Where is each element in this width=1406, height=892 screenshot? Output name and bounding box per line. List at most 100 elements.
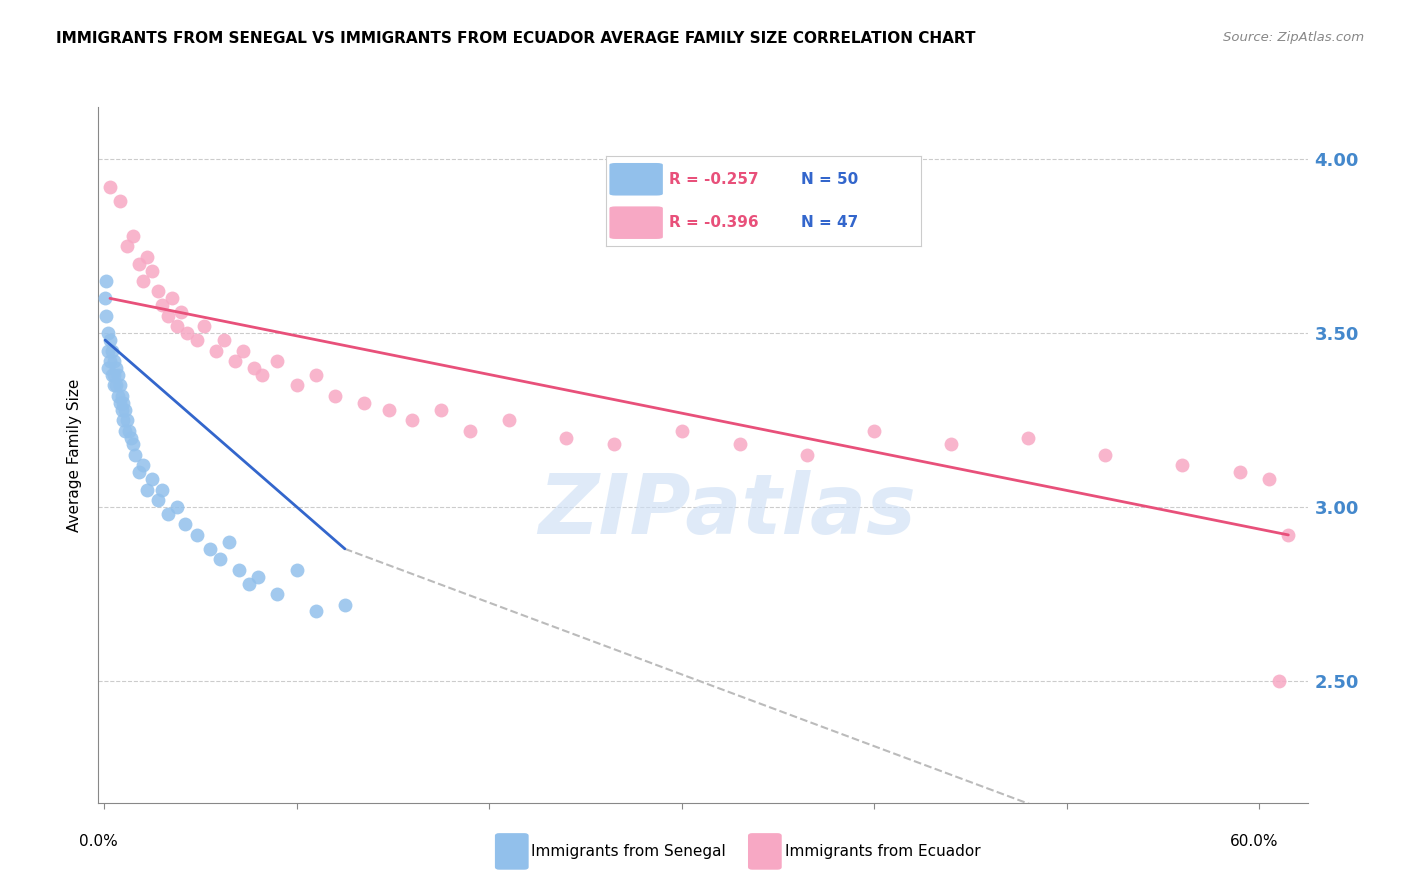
Point [555, 430, 578, 444]
Point [1171, 458, 1194, 473]
Point [430, 402, 453, 417]
Point [114, 402, 136, 417]
Point [107, 389, 129, 403]
Point [224, 354, 246, 368]
Text: Immigrants from Senegal: Immigrants from Senegal [531, 844, 727, 859]
Point [103, 368, 125, 382]
Point [401, 413, 423, 427]
Point [108, 194, 131, 208]
Point [110, 389, 132, 403]
Point [104, 361, 127, 376]
Point [97, 343, 120, 358]
Point [112, 413, 135, 427]
Point [131, 274, 153, 288]
Point [141, 263, 163, 277]
Text: N = 50: N = 50 [801, 172, 859, 186]
Point [728, 437, 751, 451]
FancyBboxPatch shape [609, 163, 662, 195]
Point [250, 368, 273, 382]
Text: 60.0%: 60.0% [1229, 834, 1278, 849]
Point [98, 180, 121, 194]
Point [150, 483, 173, 497]
Point [166, 500, 188, 514]
Point [120, 430, 142, 444]
Point [208, 552, 231, 566]
Point [128, 257, 150, 271]
Point [232, 343, 254, 358]
Point [128, 465, 150, 479]
Point [135, 483, 157, 497]
Text: R = -0.396: R = -0.396 [669, 215, 759, 230]
Point [146, 285, 169, 299]
Point [176, 326, 198, 341]
Point [110, 402, 132, 417]
Point [131, 458, 153, 473]
Point [101, 343, 124, 358]
Point [94, 274, 117, 288]
Point [124, 448, 146, 462]
Point [141, 472, 163, 486]
Point [97, 326, 120, 341]
Point [103, 378, 125, 392]
Point [305, 368, 328, 382]
Point [671, 424, 693, 438]
Text: ZIPatlas: ZIPatlas [538, 470, 917, 551]
Point [122, 437, 145, 451]
Point [285, 378, 308, 392]
Point [863, 424, 886, 438]
Point [198, 541, 221, 556]
Point [156, 507, 179, 521]
Y-axis label: Average Family Size: Average Family Size [67, 378, 83, 532]
Point [333, 598, 356, 612]
Point [174, 517, 197, 532]
Point [193, 319, 215, 334]
Point [205, 343, 228, 358]
Point [228, 563, 250, 577]
Point [285, 563, 308, 577]
Point [603, 437, 626, 451]
Point [94, 309, 117, 323]
Point [156, 309, 179, 323]
Point [323, 389, 346, 403]
Text: 0.0%: 0.0% [79, 834, 118, 849]
Point [170, 305, 193, 319]
Point [97, 361, 120, 376]
Point [266, 354, 288, 368]
Point [378, 402, 401, 417]
Point [98, 333, 121, 347]
Point [118, 424, 141, 438]
Point [238, 576, 260, 591]
Point [218, 534, 240, 549]
Point [150, 298, 173, 312]
Point [135, 250, 157, 264]
Point [498, 413, 520, 427]
Point [266, 587, 288, 601]
Text: IMMIGRANTS FROM SENEGAL VS IMMIGRANTS FROM ECUADOR AVERAGE FAMILY SIZE CORRELATI: IMMIGRANTS FROM SENEGAL VS IMMIGRANTS FR… [56, 31, 976, 46]
Point [1229, 465, 1251, 479]
Point [98, 354, 121, 368]
Point [166, 319, 188, 334]
FancyBboxPatch shape [609, 206, 662, 239]
Point [117, 413, 139, 427]
Point [1094, 448, 1116, 462]
Point [94, 291, 117, 305]
Point [146, 493, 169, 508]
Point [108, 396, 131, 410]
Point [212, 333, 235, 347]
Point [122, 228, 145, 243]
Point [108, 378, 131, 392]
Point [114, 424, 136, 438]
Text: Source: ZipAtlas.com: Source: ZipAtlas.com [1223, 31, 1364, 45]
Point [1267, 673, 1289, 688]
Point [353, 396, 375, 410]
Point [160, 291, 183, 305]
Text: Immigrants from Ecuador: Immigrants from Ecuador [785, 844, 980, 859]
Point [117, 239, 139, 253]
Point [243, 361, 266, 376]
Text: R = -0.257: R = -0.257 [669, 172, 759, 186]
Point [796, 448, 818, 462]
Point [1258, 472, 1281, 486]
Point [186, 333, 208, 347]
Point [305, 604, 328, 618]
Point [104, 378, 127, 392]
